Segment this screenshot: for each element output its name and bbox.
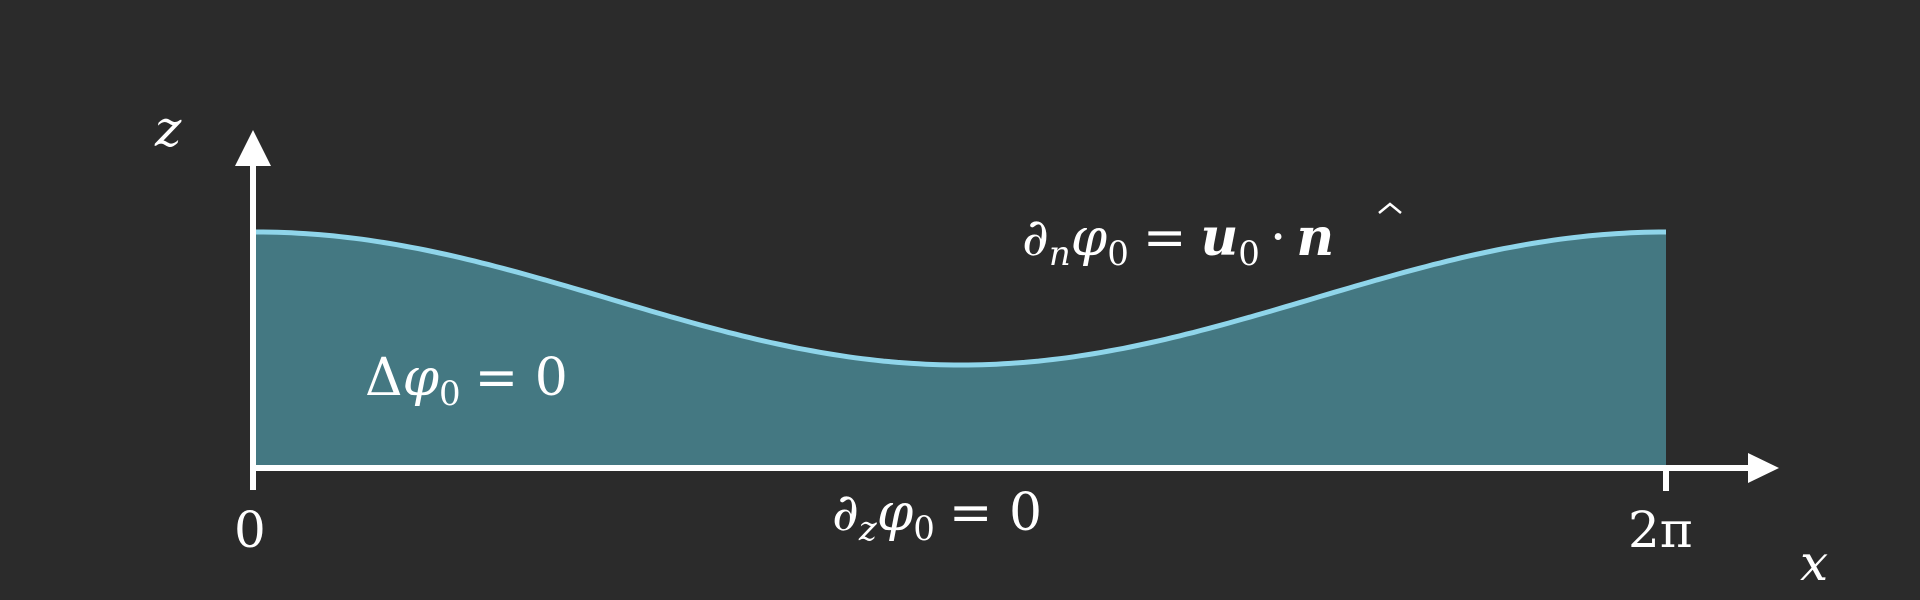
hat-accent bbox=[1378, 202, 1402, 214]
fluid-domain-fill bbox=[256, 232, 1666, 466]
bottom-boundary-condition: ∂zφ0 = 0 bbox=[832, 483, 1042, 549]
z-axis-label: z bbox=[154, 100, 182, 158]
x-axis-label: x bbox=[1800, 534, 1828, 592]
tick-label-zero: 0 bbox=[234, 501, 266, 559]
surface-boundary-condition: ∂nφ0 = u0 · n bbox=[1022, 207, 1334, 274]
x-axis-arrow-icon bbox=[1748, 453, 1779, 483]
laplace-equation: Δφ0 = 0 bbox=[365, 348, 568, 414]
free-surface-boundary bbox=[256, 229, 1666, 368]
z-axis-arrow-icon bbox=[235, 130, 271, 166]
tick-label-2pi: 2π bbox=[1628, 501, 1693, 559]
